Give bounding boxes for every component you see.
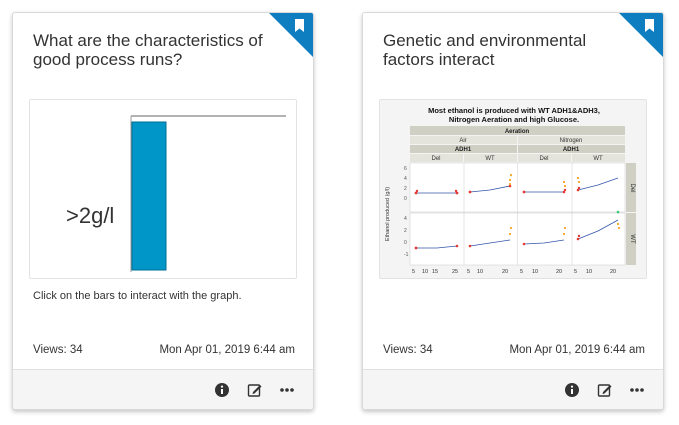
bar-chart-graphic [130, 115, 286, 272]
more-icon[interactable] [628, 381, 646, 399]
chart-title-line1: Most ethanol is produced with WT ADH1&AD… [428, 106, 600, 115]
svg-text:10: 10 [422, 269, 428, 275]
row-del-label: Del [629, 183, 635, 192]
wt-label: WT [485, 156, 495, 162]
svg-text:15: 15 [432, 269, 438, 275]
aeration-label: Aeration [505, 129, 530, 135]
svg-text:5: 5 [412, 269, 415, 275]
svg-text:6: 6 [404, 166, 407, 172]
chart-title-line2: Nitrogen Aeration and high Glucose. [449, 115, 579, 124]
card-footer [363, 369, 663, 409]
wt-label-2: WT [593, 156, 603, 162]
row-wt-label: WT [629, 234, 635, 244]
svg-text:20: 20 [502, 269, 508, 275]
card-process-runs[interactable]: What are the characteristics of good pro… [12, 12, 314, 410]
air-label: Air [459, 138, 466, 144]
views-count: Views: 34 [33, 344, 83, 356]
edit-icon[interactable] [246, 381, 264, 399]
card-genetic-factors[interactable]: Genetic and environmental factors intera… [362, 12, 664, 410]
svg-text:5: 5 [467, 269, 470, 275]
card-date: Mon Apr 01, 2019 6:44 am [159, 344, 295, 356]
card-description: Click on the bars to interact with the g… [33, 290, 242, 302]
svg-text:2: 2 [404, 228, 407, 234]
views-count: Views: 34 [383, 344, 433, 356]
svg-text:0: 0 [404, 240, 407, 246]
svg-text:2: 2 [404, 186, 407, 192]
card-date: Mon Apr 01, 2019 6:44 am [509, 344, 645, 356]
card-title[interactable]: What are the characteristics of good pro… [33, 31, 263, 69]
chart-bar [131, 121, 167, 271]
svg-text:4: 4 [404, 216, 407, 222]
del-label-2: Del [539, 156, 548, 162]
card-footer [13, 369, 313, 409]
svg-text:20: 20 [556, 269, 562, 275]
ethanol-chart-graphic: Most ethanol is produced with WT ADH1&AD… [380, 100, 646, 278]
svg-text:4: 4 [404, 176, 407, 182]
svg-text:25: 25 [452, 269, 458, 275]
x-tick-labels: 5 10 15 25 5 10 20 5 10 20 5 10 20 [412, 269, 616, 275]
svg-text:5: 5 [574, 269, 577, 275]
thumbnail-bar-chart[interactable]: >2g/l [29, 99, 297, 279]
adh1-label: ADH1 [455, 147, 472, 153]
svg-text:5: 5 [520, 269, 523, 275]
edit-icon[interactable] [596, 381, 614, 399]
thumbnail-label: >2g/l [66, 203, 115, 228]
chart-ylabel: Ethanol produced (g/l) [385, 187, 391, 241]
svg-text:10: 10 [477, 269, 483, 275]
card-title[interactable]: Genetic and environmental factors intera… [383, 31, 587, 69]
svg-text:10: 10 [586, 269, 592, 275]
info-icon[interactable] [213, 381, 231, 399]
nitrogen-label: Nitrogen [560, 138, 583, 144]
more-icon[interactable] [278, 381, 296, 399]
bookmark-icon[interactable] [269, 13, 313, 57]
svg-text:-1: -1 [404, 252, 409, 258]
info-icon[interactable] [563, 381, 581, 399]
bookmark-icon[interactable] [619, 13, 663, 57]
thumbnail-chart[interactable]: Most ethanol is produced with WT ADH1&AD… [379, 99, 647, 279]
del-label: Del [431, 156, 440, 162]
svg-text:20: 20 [610, 269, 616, 275]
svg-text:10: 10 [532, 269, 538, 275]
adh1-label-2: ADH1 [563, 147, 580, 153]
svg-text:0: 0 [404, 196, 407, 202]
